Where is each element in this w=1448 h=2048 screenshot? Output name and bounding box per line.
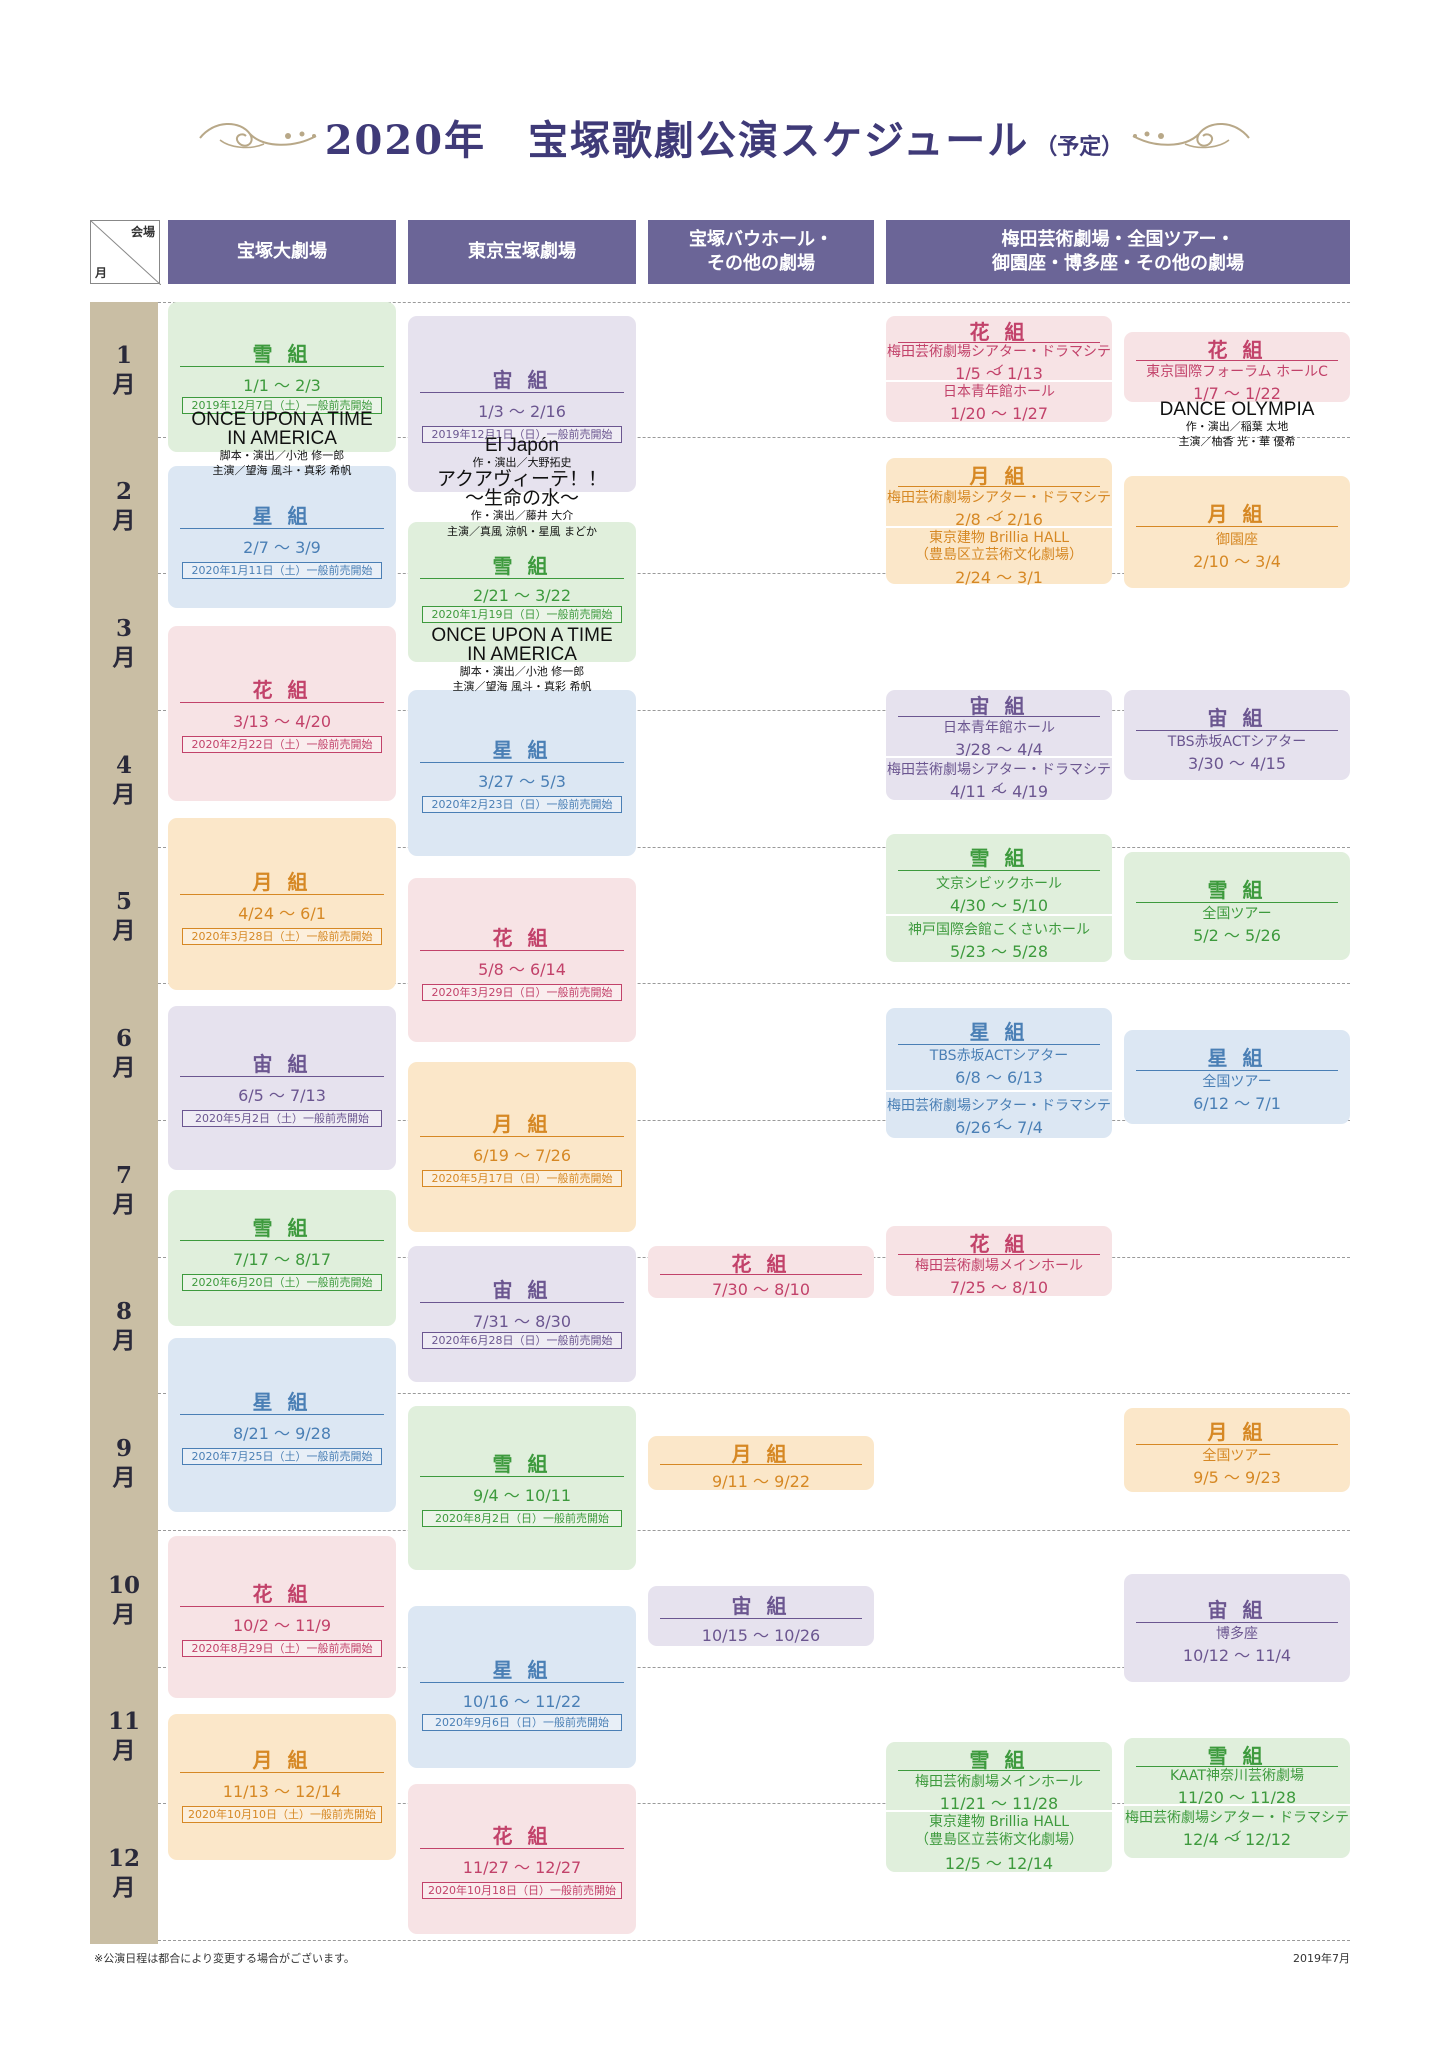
month-label: 2 月 (112, 478, 136, 534)
month-label: 8 月 (112, 1298, 136, 1354)
bow-moon[interactable]: 月 組 9/11 〜 9/22 (648, 1436, 874, 1491)
takarazuka-moon-1[interactable]: 月 組 4/24 〜 6/1 2020年3月28日（土）一般前売開始 (168, 818, 396, 990)
month-column (90, 302, 158, 1944)
overlay-tokyo-snow: ONCE UPON A TIME IN AMERICA 脚本・演出／小池 修一郎… (431, 625, 613, 694)
other-snow-2[interactable]: 雪 組 梅田芸術劇場メインホール 11/21 〜 11/28 東京建物 Bril… (886, 1742, 1112, 1873)
month-divider (158, 847, 1350, 848)
month-divider (158, 983, 1350, 984)
left-ornament (199, 122, 317, 149)
other-snow-4[interactable]: 雪 組 KAAT神奈川芸術劇場 11/20 〜 11/28 梅田芸術劇場シアター… (1124, 1738, 1350, 1858)
month-divider (158, 573, 1350, 574)
other-moon-2[interactable]: 月 組 御園座 2/10 〜 3/4 (1124, 476, 1350, 588)
takarazuka-star-1[interactable]: 星 組 2/7 〜 3/9 2020年1月11日（土）一般前売開始 (168, 466, 396, 608)
tokyo-cosmos-2[interactable]: 宙 組 7/31 〜 8/30 2020年6月28日（日）一般前売開始 (408, 1246, 636, 1382)
takarazuka-cosmos-1[interactable]: 宙 組 6/5 〜 7/13 2020年5月2日（土）一般前売開始 (168, 1006, 396, 1170)
month-divider (158, 1530, 1350, 1531)
bow-cosmos[interactable]: 宙 組 10/15 〜 10/26 (648, 1586, 874, 1646)
month-divider (158, 710, 1350, 711)
month-label: 5 月 (112, 888, 136, 944)
other-flower-2[interactable]: 花 組 梅田芸術劇場メインホール 7/25 〜 8/10 (886, 1226, 1112, 1297)
other-snow-3[interactable]: 雪 組 全国ツアー 5/2 〜 5/26 (1124, 852, 1350, 960)
takarazuka-star-2[interactable]: 星 組 8/21 〜 9/28 2020年7月25日（土）一般前売開始 (168, 1338, 396, 1512)
page-title: 2020年 宝塚歌劇公演スケジュール （予定） (0, 108, 1448, 166)
takarazuka-flower-1[interactable]: 花 組 3/13 〜 4/20 2020年2月22日（土）一般前売開始 (168, 626, 396, 801)
month-label: 3 月 (112, 615, 136, 671)
month-label: 11 月 (107, 1708, 140, 1764)
right-ornament (1132, 122, 1250, 149)
tokyo-snow-2[interactable]: 雪 組 9/4 〜 10/11 2020年8月2日（日）一般前売開始 (408, 1406, 636, 1570)
month-divider (158, 437, 1350, 438)
title-sub: （予定） (1035, 134, 1124, 160)
takarazuka-snow-2[interactable]: 雪 組 7/17 〜 8/17 2020年6月20日（土）一般前売開始 (168, 1190, 396, 1326)
takarazuka-moon-2[interactable]: 月 組 11/13 〜 12/14 2020年10月10日（土）一般前売開始 (168, 1714, 396, 1860)
header-bow: 宝塚バウホール・ その他の劇場 (648, 220, 874, 284)
diagonal-line (91, 221, 161, 285)
overlay-dance-olympia: DANCE OLYMPIA 作・演出／稲葉 太地 主演／柚香 光・華 優希 (1159, 399, 1315, 449)
header-takarazuka: 宝塚大劇場 (168, 220, 396, 284)
month-label: 1 月 (112, 342, 136, 398)
other-cosmos-2[interactable]: 宙 組 TBS赤坂ACTシアター 3/30 〜 4/15 (1124, 690, 1350, 780)
tokyo-star-1[interactable]: 星 組 3/27 〜 5/3 2020年2月23日（日）一般前売開始 (408, 690, 636, 856)
other-moon-1[interactable]: 月 組 梅田芸術劇場シアター・ドラマシティ 2/8 〜 2/16 東京建物 Br… (886, 458, 1112, 587)
overlay-tokyo-cosmos: El Japón 作・演出／大野拓史 アクアヴィーテ！！ 〜生命の水〜 作・演出… (436, 435, 608, 538)
tokyo-moon-1[interactable]: 月 組 6/19 〜 7/26 2020年5月17日（日）一般前売開始 (408, 1062, 636, 1232)
title-main: 2020年 宝塚歌劇公演スケジュール (324, 117, 1030, 164)
month-divider (158, 1393, 1350, 1394)
month-label: 12 月 (107, 1845, 140, 1901)
bow-flower[interactable]: 花 組 7/30 〜 8/10 (648, 1246, 874, 1299)
footer-date: 2019年7月 (1293, 1952, 1350, 1965)
tokyo-flower-1[interactable]: 花 組 5/8 〜 6/14 2020年3月29日（日）一般前売開始 (408, 878, 636, 1042)
other-flower-1[interactable]: 花 組 梅田芸術劇場シアター・ドラマシティ 1/5 〜 1/13 日本青年館ホー… (886, 316, 1112, 423)
month-divider (158, 1120, 1350, 1121)
month-divider (158, 1940, 1350, 1941)
header-tokyo: 東京宝塚劇場 (408, 220, 636, 284)
tokyo-star-2[interactable]: 星 組 10/16 〜 11/22 2020年9月6日（日）一般前売開始 (408, 1606, 636, 1768)
other-cosmos-1[interactable]: 宙 組 日本青年館ホール 3/28 〜 4/4 梅田芸術劇場シアター・ドラマシテ… (886, 690, 1112, 801)
overlay-takarazuka-snow: ONCE UPON A TIME IN AMERICA 脚本・演出／小池 修一郎… (191, 409, 373, 478)
other-snow-1[interactable]: 雪 組 文京シビックホール 4/30 〜 5/10 神戸国際会館こくさいホール … (886, 834, 1112, 962)
tokyo-snow-1[interactable]: 雪 組 2/21 〜 3/22 2020年1月19日（日）一般前売開始 (408, 522, 636, 662)
footer-note: ※公演日程は都合により変更する場合がございます。 (94, 1952, 355, 1965)
month-divider (158, 1667, 1350, 1668)
other-cosmos-3[interactable]: 宙 組 博多座 10/12 〜 11/4 (1124, 1574, 1350, 1682)
tokyo-flower-2[interactable]: 花 組 11/27 〜 12/27 2020年10月18日（日）一般前売開始 (408, 1784, 636, 1934)
month-divider (158, 302, 1350, 303)
month-label: 6 月 (112, 1025, 136, 1081)
header-other: 梅田芸術劇場・全国ツアー・ 御園座・博多座・その他の劇場 (886, 220, 1350, 284)
month-label: 4 月 (112, 752, 136, 808)
takarazuka-flower-2[interactable]: 花 組 10/2 〜 11/9 2020年8月29日（土）一般前売開始 (168, 1536, 396, 1698)
tokyo-cosmos-1[interactable]: 宙 組 1/3 〜 2/16 2019年12月1日（日）一般前売開始 (408, 316, 636, 492)
month-label: 10 月 (107, 1572, 140, 1628)
corner-cell: 会場 月 (90, 220, 161, 285)
other-flower-3[interactable]: 花 組 東京国際フォーラム ホールC 1/7 〜 1/22 (1124, 332, 1350, 403)
other-moon-3[interactable]: 月 組 全国ツアー 9/5 〜 9/23 (1124, 1408, 1350, 1492)
takarazuka-snow-1[interactable]: 雪 組 1/1 〜 2/3 2019年12月7日（土）一般前売開始 (168, 302, 396, 452)
month-label: 7 月 (112, 1162, 136, 1218)
corner-venue: 会場 (130, 225, 155, 239)
month-divider (158, 1803, 1350, 1804)
corner-month: 月 (95, 266, 108, 280)
month-label: 9 月 (112, 1435, 136, 1491)
other-star-2[interactable]: 星 組 全国ツアー 6/12 〜 7/1 (1124, 1030, 1350, 1124)
other-star-1[interactable]: 星 組 TBS赤坂ACTシアター 6/8 〜 6/13 梅田芸術劇場シアター・ド… (886, 1008, 1112, 1138)
